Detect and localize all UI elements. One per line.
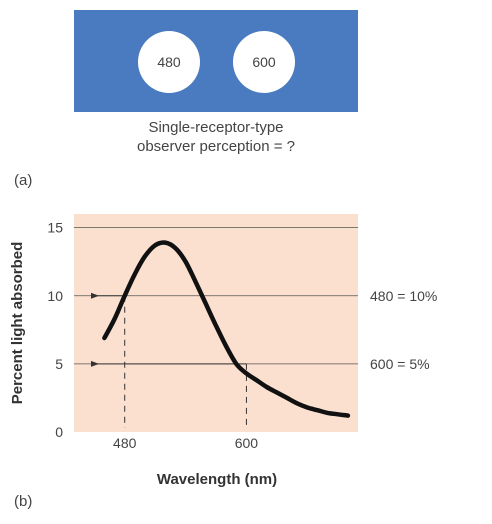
x-tick-label: 480 (113, 435, 137, 451)
panel-a-caption: Single-receptor-type observer perception… (74, 118, 358, 156)
panel-a-label: (a) (14, 172, 33, 189)
y-tick-label: 10 (47, 288, 63, 304)
caption-line-1: Single-receptor-type (148, 119, 284, 136)
panel-b-label: (b) (14, 493, 33, 510)
x-tick-label: 600 (235, 435, 259, 451)
stimulus-panel: 480 600 (74, 10, 358, 112)
stimulus-label: 600 (252, 54, 276, 70)
stimulus-circle-600: 600 (233, 31, 295, 93)
y-tick-label: 5 (55, 356, 63, 372)
x-axis-label: Wavelength (nm) (157, 471, 277, 488)
stimulus-circle-480: 480 (138, 31, 200, 93)
annotation-600: 600 = 5% (370, 356, 430, 372)
absorption-curve (102, 240, 351, 418)
y-tick-label: 0 (55, 424, 63, 440)
caption-line-2: observer perception = ? (136, 138, 295, 155)
y-tick-label: 15 (47, 220, 63, 236)
stimulus-label: 480 (157, 54, 181, 70)
annotation-480: 480 = 10% (370, 288, 437, 304)
y-axis-label: Percent light absorbed (9, 242, 26, 405)
